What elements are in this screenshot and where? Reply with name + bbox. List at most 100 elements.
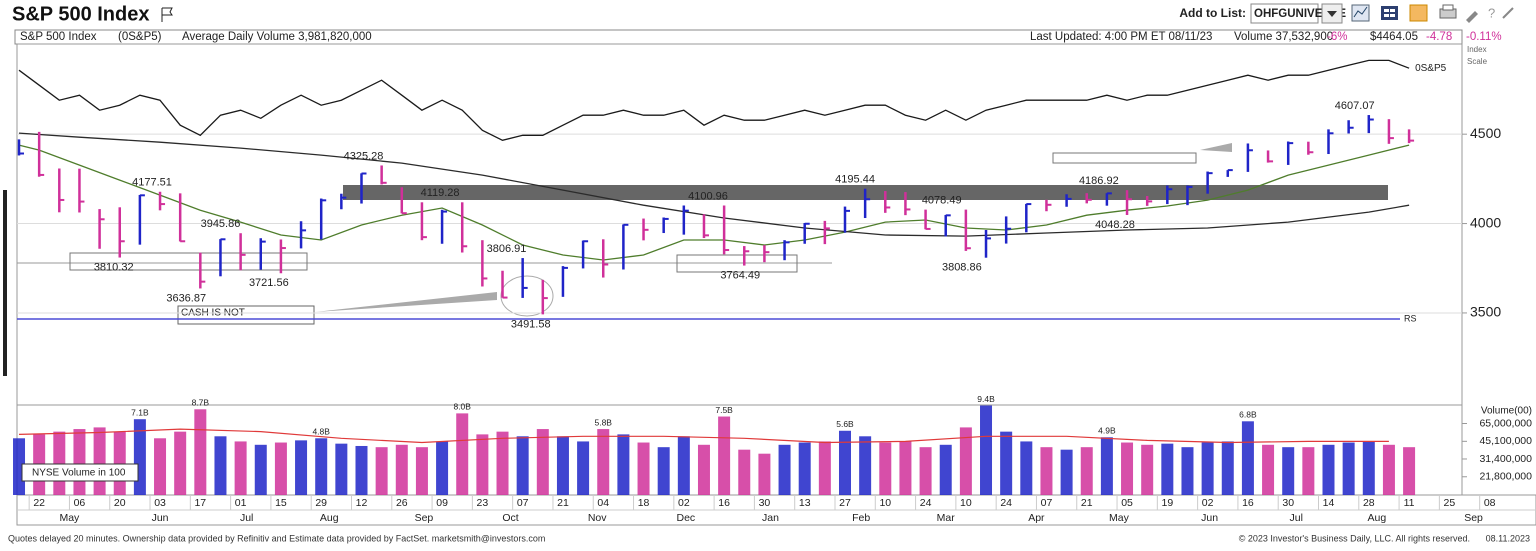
volume-bar xyxy=(597,429,610,495)
month-label: Jul xyxy=(240,512,253,524)
high-label: 3945.86 xyxy=(201,218,241,230)
reference-label: RS xyxy=(1404,313,1417,323)
month-label: Jun xyxy=(152,512,169,524)
info-volume: Volume 37,532,900 xyxy=(1234,31,1333,43)
volume-bar xyxy=(738,449,751,495)
series-line xyxy=(18,144,1410,261)
volume-bar xyxy=(838,430,851,495)
volume-bar xyxy=(1000,431,1013,495)
x-tick-label: 09 xyxy=(436,497,448,509)
month-label: Mar xyxy=(937,512,956,524)
info-change-pct: -0.11% xyxy=(1466,31,1502,43)
month-label: Oct xyxy=(502,512,518,524)
volume-bar xyxy=(718,416,731,495)
volume-bar xyxy=(778,444,791,495)
x-tick-label: 02 xyxy=(678,497,690,509)
x-tick-label: 01 xyxy=(235,497,247,509)
volume-bar xyxy=(1181,447,1194,495)
volume-bar xyxy=(113,431,126,495)
volume-label: 5.6B xyxy=(836,419,854,429)
volume-bar xyxy=(1342,442,1355,495)
low-label: 3810.32 xyxy=(94,261,134,273)
flag-icon[interactable] xyxy=(161,7,173,22)
high-label: 4607.07 xyxy=(1335,100,1375,112)
x-tick-label: 22 xyxy=(33,497,45,509)
volume-bar xyxy=(1302,447,1315,495)
x-tick-label: 02 xyxy=(1202,497,1214,509)
volume-bar xyxy=(355,445,368,495)
info-symbol: (0S&P5) xyxy=(118,31,162,43)
volume-bar xyxy=(1201,442,1214,495)
month-label: Sep xyxy=(415,512,434,524)
series-line xyxy=(18,59,1410,141)
high-label: 3806.91 xyxy=(487,243,527,255)
range-box xyxy=(69,252,308,271)
scale-label: Index xyxy=(1467,45,1487,54)
month-label: Jul xyxy=(1290,512,1303,524)
volume-bar xyxy=(415,447,428,495)
volume-bar xyxy=(516,436,529,495)
low-label: 3808.86 xyxy=(942,262,982,274)
x-tick-label: 07 xyxy=(517,497,529,509)
volume-bar xyxy=(899,441,912,495)
month-label: May xyxy=(59,512,80,524)
volume-bar xyxy=(154,438,167,495)
month-label: Apr xyxy=(1028,512,1045,524)
volume-bar xyxy=(1080,447,1093,495)
x-tick-label: 27 xyxy=(839,497,851,509)
month-label: May xyxy=(1109,512,1130,524)
scrollbar[interactable] xyxy=(3,190,7,376)
y-tick-label: 3500 xyxy=(1470,304,1501,320)
volume-bar xyxy=(536,429,549,495)
y-tick-label: 4500 xyxy=(1470,125,1501,141)
month-label: Jun xyxy=(1201,512,1218,524)
y-tick-label: 4000 xyxy=(1470,214,1501,230)
volume-bar xyxy=(295,440,308,495)
volume-bar xyxy=(959,427,972,495)
wedge xyxy=(315,292,497,312)
footer-copyright: © 2023 Investor's Business Daily, LLC. A… xyxy=(1239,533,1470,543)
list-select[interactable] xyxy=(1250,3,1319,24)
volume-bar xyxy=(73,429,86,495)
x-tick-label: 30 xyxy=(1282,497,1294,509)
range-box xyxy=(1052,152,1197,164)
x-tick-label: 16 xyxy=(1242,497,1254,509)
high-label: 4100.96 xyxy=(688,190,728,202)
volume-bar xyxy=(93,427,106,495)
scale-label: Scale xyxy=(1467,57,1488,66)
toolbar-icons[interactable]: ? xyxy=(1351,4,1514,23)
low-label: 4048.28 xyxy=(1095,219,1135,231)
x-tick-label: 24 xyxy=(1000,497,1012,509)
volume-average xyxy=(18,428,1389,444)
high-label: 4325.28 xyxy=(344,150,384,162)
volume-bar xyxy=(315,438,328,495)
volume-bar xyxy=(919,447,932,495)
circle-mark xyxy=(500,275,554,317)
volume-bar xyxy=(335,443,348,495)
x-tick-label: 20 xyxy=(114,497,126,509)
volume-bar xyxy=(677,436,690,495)
month-label: Aug xyxy=(320,512,339,524)
x-tick-label: 12 xyxy=(356,497,368,509)
volume-bar xyxy=(697,444,710,495)
high-label: 4186.92 xyxy=(1079,175,1119,187)
volume-tick-label: 45,100,000 xyxy=(1479,435,1532,447)
footer-text: Quotes delayed 20 minutes. Ownership dat… xyxy=(8,533,545,543)
x-tick-label: 13 xyxy=(799,497,811,509)
volume-bar xyxy=(1020,441,1033,495)
volume-bar xyxy=(1221,441,1234,495)
info-price: $4464.05 xyxy=(1370,31,1418,43)
x-tick-label: 30 xyxy=(759,497,771,509)
month-label: Sep xyxy=(1464,512,1483,524)
info-volume-change: -6% xyxy=(1327,31,1347,43)
volume-bar xyxy=(1141,444,1154,495)
high-label: 4195.44 xyxy=(835,174,875,186)
volume-label: 8.7B xyxy=(192,398,210,408)
x-tick-label: 28 xyxy=(1363,497,1375,509)
volume-bar xyxy=(194,409,207,495)
low-label: 3491.58 xyxy=(511,318,551,330)
volume-bar xyxy=(859,436,872,495)
month-label: Jan xyxy=(762,512,779,524)
high-label: 4119.28 xyxy=(421,187,460,199)
